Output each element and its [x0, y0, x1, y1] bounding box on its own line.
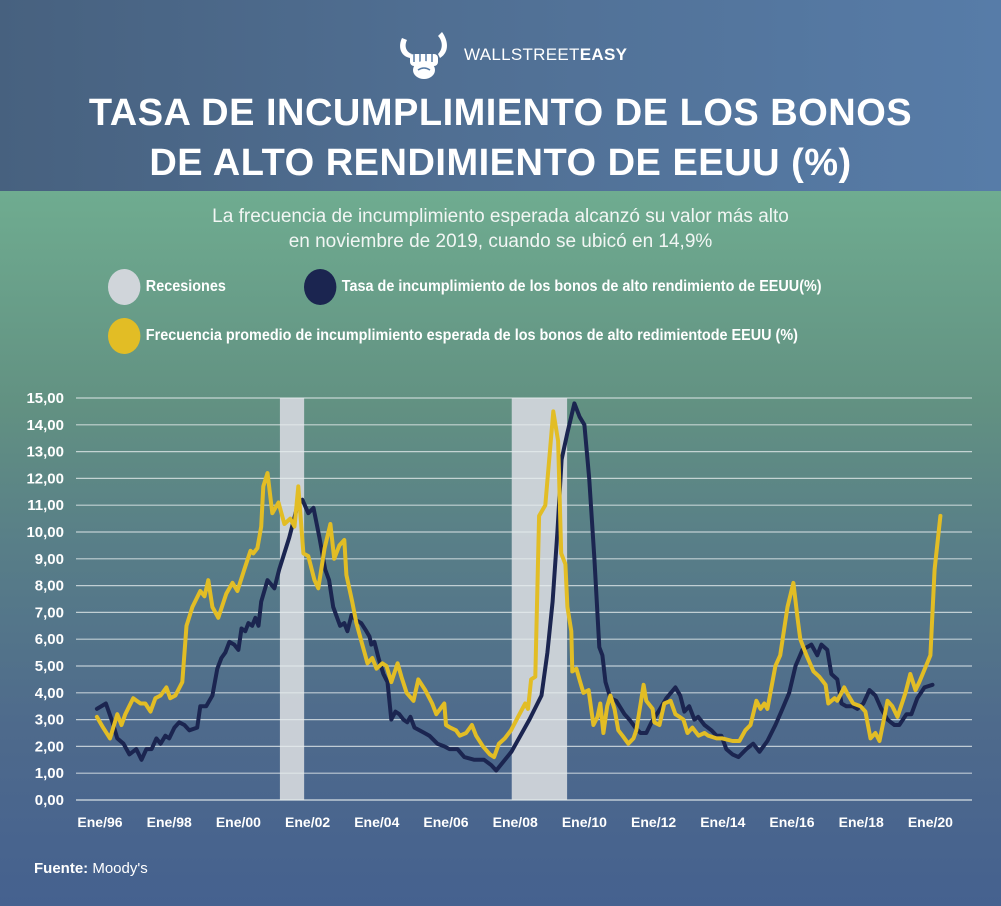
legend-swatch-recessions	[108, 269, 141, 305]
x-tick-label: Ene/16	[769, 814, 814, 830]
legend-swatch-actual-rate	[304, 269, 337, 305]
gridlines	[76, 397, 972, 801]
legend-label-recessions: Recesiones	[145, 278, 226, 295]
series-line-actual-default-rate	[94, 401, 935, 773]
y-tick-label: 15,00	[26, 390, 64, 407]
y-tick-label: 0,00	[35, 792, 64, 809]
subtitle: La frecuencia de incumplimiento esperada…	[0, 204, 1001, 254]
y-tick-label: 1,00	[35, 765, 64, 782]
subtitle-line-2: en noviembre de 2019, cuando se ubicó en…	[288, 231, 713, 252]
x-tick-label: Ene/08	[493, 814, 538, 830]
title-line-1: TASA DE INCUMPLIMIENTO DE LOS BONOS	[88, 92, 913, 134]
y-tick-label: 7,00	[35, 604, 64, 621]
x-tick-label: Ene/00	[216, 814, 261, 830]
recession-band-1	[279, 398, 305, 800]
recession-bands	[279, 398, 568, 800]
x-tick-label: Ene/20	[908, 814, 953, 830]
source-value: Moody's	[92, 860, 148, 877]
y-tick-label: 14,00	[26, 417, 64, 434]
legend-label-actual-rate: Tasa de incumplimiento de los bonos de a…	[341, 278, 822, 295]
x-tick-label: Ene/02	[285, 814, 330, 830]
y-tick-label: 10,00	[26, 524, 64, 541]
y-tick-label: 11,00	[27, 497, 64, 514]
legend-item-expected-frequency: Frecuencia promedio de incumplimiento es…	[108, 318, 798, 354]
x-tick-label: Ene/04	[354, 814, 399, 830]
source-note: Fuente: Moody's	[34, 860, 148, 877]
subtitle-line-1: La frecuencia de incumplimiento esperada…	[212, 206, 789, 227]
y-tick-label: 13,00	[26, 444, 64, 461]
y-tick-label: 4,00	[35, 685, 64, 702]
y-tick-label: 5,00	[35, 658, 64, 675]
y-tick-label: 12,00	[26, 470, 64, 487]
y-tick-label: 3,00	[35, 712, 64, 729]
y-tick-label: 6,00	[35, 631, 64, 648]
page-title: TASA DE INCUMPLIMIENTO DE LOS BONOS DE A…	[0, 88, 1001, 188]
brand-name-light: WALLSTREET	[464, 45, 580, 64]
y-tick-label: 9,00	[35, 551, 64, 568]
brand-name: WALLSTREETEASY	[464, 45, 627, 65]
legend-item-recessions: Recesiones	[108, 269, 226, 305]
y-tick-label: 2,00	[35, 738, 64, 755]
x-tick-label: Ene/06	[423, 814, 468, 830]
legend-swatch-expected-frequency	[108, 318, 141, 354]
x-tick-label: Ene/96	[77, 814, 122, 830]
x-tick-label: Ene/18	[839, 814, 884, 830]
y-tick-label: 8,00	[35, 578, 64, 595]
y-axis-ticks: 0,00 1,00 2,00 3,00 4,00 5,00 6,00 7,00 8,00 9,00…	[26, 390, 64, 809]
content-background	[0, 191, 1001, 906]
x-tick-label: Ene/12	[631, 814, 676, 830]
series-lines	[94, 401, 943, 773]
x-tick-label: Ene/10	[562, 814, 607, 830]
x-tick-label: Ene/98	[147, 814, 192, 830]
source-label: Fuente:	[34, 860, 89, 877]
series-line-expected-default-frequency	[94, 409, 943, 760]
brand-name-bold: EASY	[579, 45, 628, 64]
brand-logo: WALLSTREETEASY	[396, 30, 627, 80]
legend-item-actual-rate: Tasa de incumplimiento de los bonos de a…	[304, 269, 822, 305]
legend-label-expected-frequency: Frecuencia promedio de incumplimiento es…	[145, 327, 798, 344]
title-line-2: DE ALTO RENDIMIENTO DE EEUU (%)	[149, 142, 852, 184]
bull-horns-fist-icon	[400, 32, 447, 79]
x-tick-label: Ene/14	[700, 814, 745, 830]
x-axis-ticks: Ene/96 Ene/98 Ene/00 Ene/02 Ene/04 Ene/06 Ene/…	[77, 814, 953, 830]
header-banner	[0, 0, 1001, 191]
